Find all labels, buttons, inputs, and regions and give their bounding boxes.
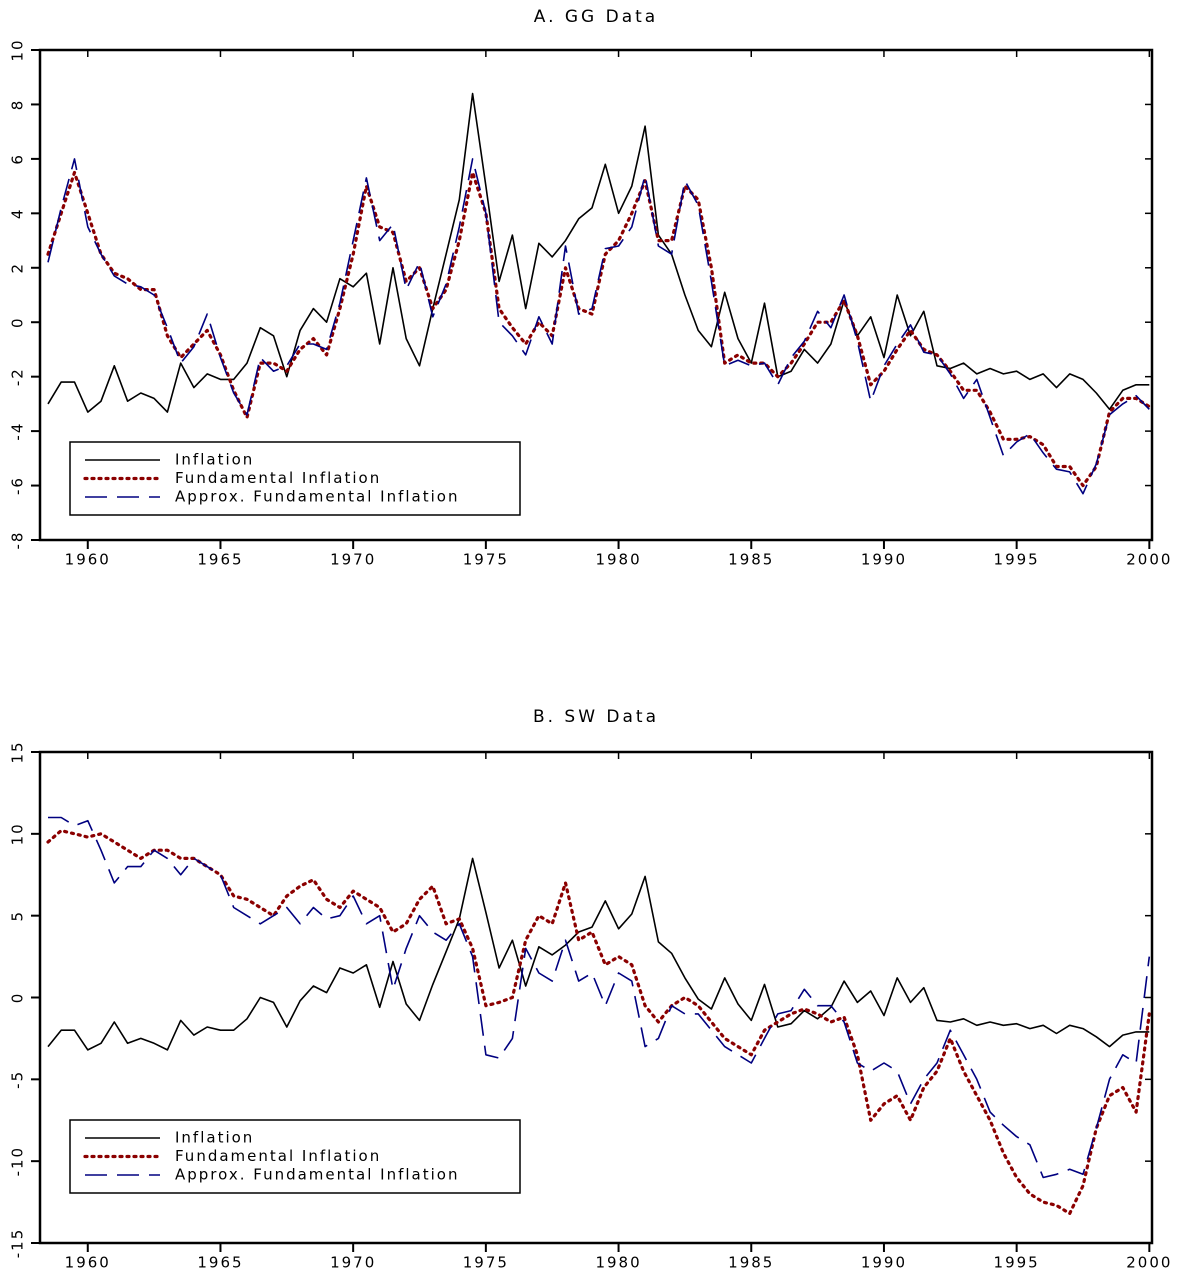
- y-tick-label: 4: [9, 208, 27, 220]
- y-tick-label: 2: [9, 262, 27, 274]
- y-tick-label: -8: [9, 531, 27, 550]
- y-tick-label: 5: [9, 910, 27, 922]
- y-tick-label: 6: [9, 153, 27, 165]
- series-line: [46, 170, 1151, 488]
- y-tick-label: 0: [9, 316, 27, 328]
- y-tick-label: -2: [9, 367, 27, 386]
- x-tick-label: 1975: [463, 1254, 509, 1272]
- legend-box: [69, 441, 521, 516]
- x-tick-label: 1990: [861, 1254, 907, 1272]
- x-tick-label: 1960: [65, 551, 111, 569]
- legend-label: Fundamental Inflation: [175, 1147, 381, 1165]
- legend-label: Approx. Fundamental Inflation: [175, 1166, 459, 1184]
- series-line: [48, 816, 1151, 1179]
- x-tick-label: 1960: [65, 1254, 111, 1272]
- x-tick-label: 1980: [595, 1254, 641, 1272]
- legend-label: Approx. Fundamental Inflation: [175, 488, 459, 506]
- legend-label: Inflation: [175, 451, 254, 469]
- y-tick-label: -10: [9, 1146, 27, 1177]
- x-tick-label: 2000: [1126, 1254, 1172, 1272]
- y-tick-label: -6: [9, 476, 27, 495]
- series-line: [46, 829, 1151, 1216]
- x-tick-label: 1970: [330, 551, 376, 569]
- series-line: [47, 92, 1150, 413]
- y-tick-label: -5: [9, 1070, 27, 1089]
- y-tick-label: 10: [9, 822, 27, 845]
- y-tick-label: 0: [9, 992, 27, 1004]
- x-tick-label: 1975: [463, 551, 509, 569]
- y-tick-label: 8: [9, 99, 27, 111]
- y-tick-label: 10: [9, 38, 27, 61]
- chart-title: A. GG Data: [534, 7, 658, 27]
- y-tick-label: -4: [9, 422, 27, 441]
- plot-frame: [38, 48, 1154, 542]
- x-tick-label: 1965: [197, 551, 243, 569]
- x-tick-label: 2000: [1126, 551, 1172, 569]
- series-line: [47, 857, 1150, 1051]
- x-tick-label: 1990: [861, 551, 907, 569]
- x-tick-label: 1995: [994, 1254, 1040, 1272]
- plot-frame: [38, 750, 1154, 1245]
- x-tick-label: 1995: [994, 551, 1040, 569]
- x-tick-label: 1980: [595, 551, 641, 569]
- x-tick-label: 1965: [197, 1254, 243, 1272]
- x-tick-label: 1985: [728, 551, 774, 569]
- x-tick-label: 1985: [728, 1254, 774, 1272]
- legend-label: Inflation: [175, 1129, 254, 1147]
- chart-title: B. SW Data: [533, 707, 659, 727]
- y-tick-label: -15: [9, 1228, 27, 1259]
- series-line: [47, 158, 1150, 495]
- y-tick-label: 15: [9, 740, 27, 763]
- legend-box: [69, 1119, 521, 1194]
- legend-label: Fundamental Inflation: [175, 469, 381, 487]
- x-tick-label: 1970: [330, 1254, 376, 1272]
